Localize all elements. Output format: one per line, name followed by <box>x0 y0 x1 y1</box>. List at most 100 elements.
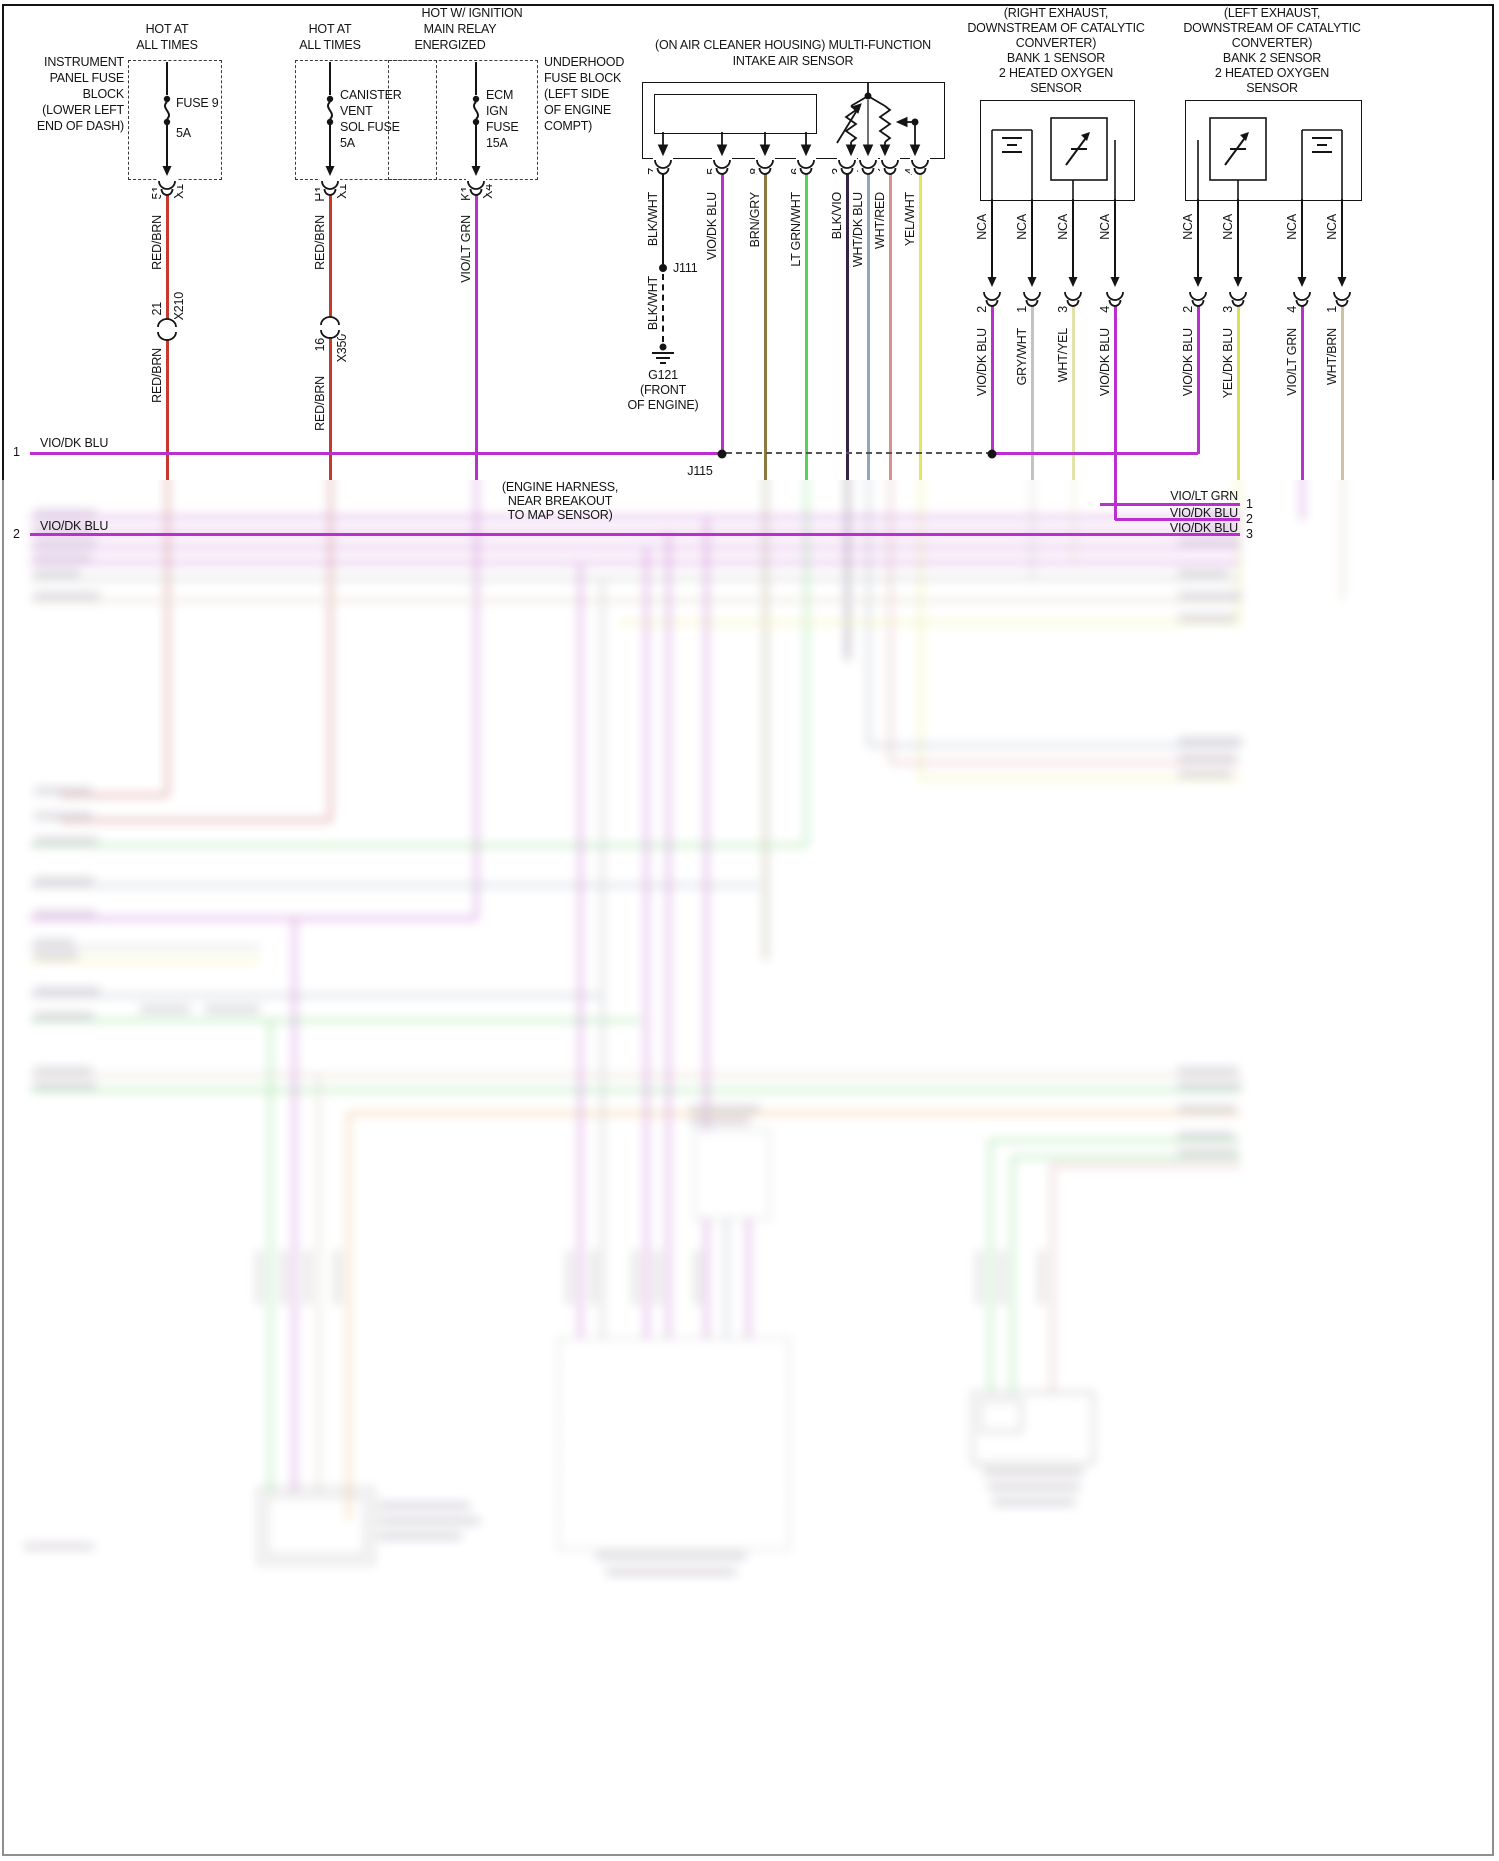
pin-number: 4 <box>1098 306 1112 313</box>
wire-color-label: NCA <box>1098 214 1112 240</box>
wire-color-label: VIO/LT GRN <box>1285 328 1299 396</box>
wire-color-label: WHT/BRN <box>1325 328 1339 385</box>
wire-blk-vio <box>845 174 849 480</box>
wire-nca <box>1301 199 1303 282</box>
power-heading: MAIN RELAY <box>423 22 497 36</box>
bus-line1 <box>30 451 722 455</box>
fuse-name: FUSE 9 <box>176 96 219 110</box>
component-title: DOWNSTREAM OF CATALYTIC <box>1183 21 1361 35</box>
fuse-name: FUSE <box>486 120 519 134</box>
wire-color-label: RED/BRN <box>313 215 327 270</box>
power-heading: HOT AT <box>308 22 352 36</box>
wire-nca <box>1237 199 1239 282</box>
wire-red-brn <box>165 190 169 480</box>
ground-id: G121 <box>648 368 678 382</box>
wire-blk-wht <box>662 174 664 267</box>
wire-vio-dk-blu <box>1113 302 1117 520</box>
wire-color-label: NCA <box>975 214 989 240</box>
sensor-outline <box>980 100 1135 201</box>
bus-line1-dashed <box>726 451 992 454</box>
splice-note: (ENGINE HARNESS, <box>501 480 619 494</box>
wire-brn-gry <box>763 174 767 480</box>
wire-wht-dk-blu <box>866 174 870 480</box>
component-title: (RIGHT EXHAUST, <box>1003 6 1109 20</box>
pin-number: 5 <box>705 168 719 175</box>
wire-nca <box>1072 199 1074 282</box>
wire-color-label: LT GRN/WHT <box>789 192 803 267</box>
wire-color-label: NCA <box>1056 214 1070 240</box>
wire-color-label: VIO/LT GRN <box>1170 489 1238 503</box>
wire-color-label: NCA <box>1015 214 1029 240</box>
pin-number: K1 <box>459 186 473 201</box>
component-title: BANK 2 SENSOR <box>1222 51 1322 65</box>
wire-vio-dk-blu <box>990 302 994 454</box>
pin-number: 51 <box>150 186 164 200</box>
splice-connector-id: X350 <box>335 334 349 363</box>
bus-line1 <box>992 451 1198 455</box>
fuse-block-side-label: UNDERHOOD <box>544 55 625 69</box>
fuse-name: VENT <box>340 104 373 118</box>
fuse-rating: 15A <box>486 136 508 150</box>
fuse-block-side-label: (LEFT SIDE <box>544 87 610 101</box>
fuse-block-side-label: COMPT) <box>544 119 593 133</box>
wire-nca <box>1114 199 1116 282</box>
wire-yel-wht <box>918 174 922 480</box>
component-title: 2 HEATED OXYGEN <box>1214 66 1330 80</box>
component-title: SENSOR <box>1246 81 1298 95</box>
fuse-block-side-label: (LOWER LEFT <box>42 103 124 117</box>
wire-color-label: VIO/LT GRN <box>459 215 473 283</box>
splice-pin-number: 16 <box>313 338 327 352</box>
exit-line-vio-lt-grn <box>1100 502 1240 506</box>
fuse-block-side-label: INSTRUMENT <box>44 55 124 69</box>
wire-vio-dk-blu <box>720 174 724 454</box>
pin-number: 6 <box>789 168 803 175</box>
component-title: CONVERTER) <box>1015 36 1097 50</box>
fuse-block-side-label: BLOCK <box>82 87 125 101</box>
wire-color-label: WHT/YEL <box>1056 328 1070 383</box>
pin-number: 4 <box>1285 306 1299 313</box>
fuse-block-side-label: OF ENGINE <box>544 103 611 117</box>
pin-number: 2 <box>1181 306 1195 313</box>
circuit-number: 2 <box>13 527 20 541</box>
exit-corner <box>1113 480 1117 520</box>
pin-number: 2 <box>975 306 989 313</box>
wire-lt-grn-wht <box>804 174 808 480</box>
wire-gry-wht <box>1030 302 1034 480</box>
wire-color-label: BRN/GRY <box>748 192 762 248</box>
wire-color-label: NCA <box>1285 214 1299 240</box>
splice-pin-number: 21 <box>150 302 164 316</box>
circuit-number: 2 <box>1246 512 1253 526</box>
fuse-block-outline <box>128 60 222 180</box>
blur-wash-overlay <box>0 480 1499 1861</box>
wire-red-brn <box>328 190 332 480</box>
sensor-outline <box>642 82 945 159</box>
wire-color-label: WHT/RED <box>873 192 887 249</box>
wire-nca <box>1341 199 1343 282</box>
circuit-number: 1 <box>13 445 20 459</box>
power-heading: ALL TIMES <box>299 38 361 52</box>
power-heading: ALL TIMES <box>136 38 198 52</box>
wire-color-label: BLK/VIO <box>830 192 844 240</box>
circuit-number: 3 <box>1246 527 1253 541</box>
fuse-rating: 5A <box>176 126 191 140</box>
bus-line2 <box>30 532 1240 536</box>
pin-number: 1 <box>1015 306 1029 313</box>
fuse-block-side-label: PANEL FUSE <box>49 71 125 85</box>
wire-blk-wht-dashed <box>661 274 664 342</box>
power-heading: HOT AT <box>145 22 189 36</box>
fuse-block-outline <box>295 60 437 180</box>
wire-color-label: VIO/DK BLU <box>705 192 719 261</box>
sensor-element <box>654 94 817 134</box>
wire-yel-dk-blu <box>1236 302 1240 480</box>
connector-id: X4 <box>481 184 495 199</box>
circuit-number: 1 <box>1246 497 1253 511</box>
wire-color-label: VIO/DK BLU <box>1181 328 1195 397</box>
wire-vio-dk-blu <box>1196 302 1200 454</box>
wire-color-label: VIO/DK BLU <box>1169 506 1238 520</box>
connector-id: X1 <box>335 184 349 199</box>
pin-number: 2 <box>873 168 887 175</box>
fuse-name: SOL FUSE <box>340 120 400 134</box>
wire-color-label: RED/BRN <box>150 215 164 270</box>
ground-location: (FRONT <box>639 383 687 397</box>
